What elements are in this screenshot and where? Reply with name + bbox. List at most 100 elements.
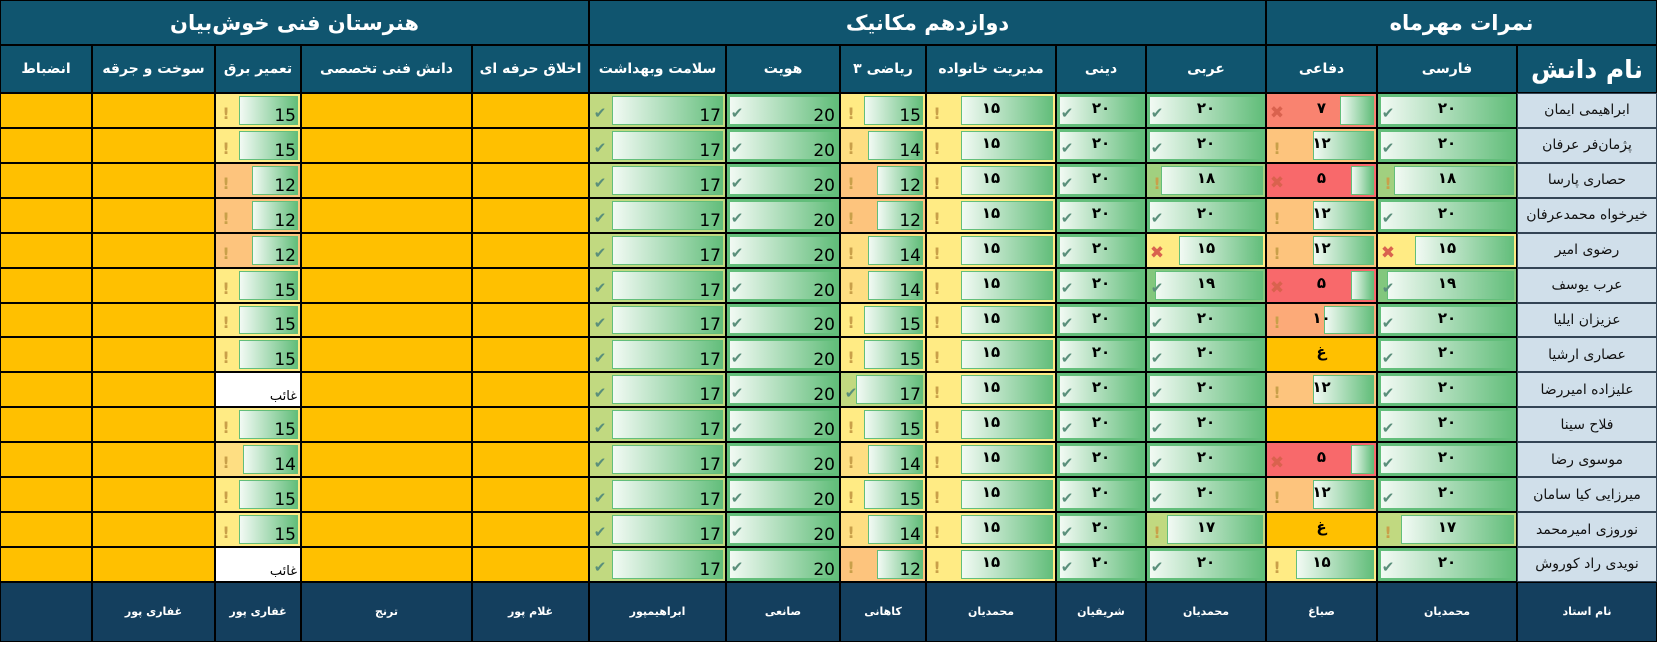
grade-cell[interactable]: ۵ ✖: [1266, 162, 1377, 198]
column-header[interactable]: ریاضی ۳: [840, 45, 926, 93]
grade-cell[interactable]: [301, 546, 472, 582]
column-header[interactable]: انضباط: [0, 45, 92, 93]
student-name[interactable]: عرب یوسف: [1517, 267, 1657, 303]
grade-cell[interactable]: ۱۲!: [1266, 477, 1377, 513]
grade-cell[interactable]: 20 ✔: [726, 267, 840, 303]
grade-cell[interactable]: 17 ✔: [589, 407, 726, 443]
grade-cell[interactable]: [0, 372, 92, 408]
grade-cell[interactable]: 17 ✔: [589, 232, 726, 268]
grade-cell[interactable]: 15!: [215, 267, 301, 303]
grade-cell[interactable]: [301, 407, 472, 443]
column-header[interactable]: اخلاق حرفه ای: [472, 45, 589, 93]
grade-cell[interactable]: ۱۵!: [926, 302, 1056, 338]
grade-cell[interactable]: ۱۵!: [926, 407, 1056, 443]
student-name[interactable]: موسوی رضا: [1517, 442, 1657, 478]
grade-cell[interactable]: [301, 197, 472, 233]
grade-cell[interactable]: [0, 407, 92, 443]
grade-cell[interactable]: 20 ✔: [726, 162, 840, 198]
grade-cell[interactable]: 15!: [840, 337, 926, 373]
grade-cell[interactable]: ۲۰ ✔: [1056, 232, 1146, 268]
grade-cell[interactable]: [301, 477, 472, 513]
grade-cell[interactable]: 12!: [840, 546, 926, 582]
student-name[interactable]: ابراهیمی ایمان: [1517, 93, 1657, 128]
grade-cell[interactable]: [301, 372, 472, 408]
grade-cell[interactable]: [92, 442, 215, 478]
grade-cell[interactable]: 17 ✔: [589, 442, 726, 478]
grade-cell[interactable]: ۱۵!: [926, 197, 1056, 233]
grade-cell[interactable]: [472, 232, 589, 268]
grade-cell[interactable]: ۱۸!: [1146, 162, 1266, 198]
grade-cell[interactable]: 14!: [840, 267, 926, 303]
grade-cell[interactable]: ۵ ✖: [1266, 267, 1377, 303]
grade-cell[interactable]: 17 ✔: [589, 197, 726, 233]
grade-cell[interactable]: ۱۵!: [926, 477, 1056, 513]
grade-cell[interactable]: ۱۰!: [1266, 302, 1377, 338]
grade-cell[interactable]: ۲۰ ✔: [1377, 197, 1517, 233]
grade-cell[interactable]: [92, 93, 215, 128]
grade-cell[interactable]: ۱۵ ✖: [1377, 232, 1517, 268]
grade-cell[interactable]: 20 ✔: [726, 546, 840, 582]
grade-cell[interactable]: ۱۵!: [926, 162, 1056, 198]
grade-cell[interactable]: [92, 477, 215, 513]
grade-cell[interactable]: ۲۰ ✔: [1056, 442, 1146, 478]
grade-cell[interactable]: ۲۰ ✔: [1377, 407, 1517, 443]
grade-cell[interactable]: [0, 477, 92, 513]
grade-cell[interactable]: 15!: [215, 127, 301, 163]
grade-cell[interactable]: ۲۰ ✔: [1377, 302, 1517, 338]
grade-cell[interactable]: [92, 337, 215, 373]
grade-cell[interactable]: ۲۰ ✔: [1377, 127, 1517, 163]
column-header[interactable]: دانش فنی تخصصی: [301, 45, 472, 93]
student-name[interactable]: نوروزی امیرمحمد: [1517, 512, 1657, 547]
grade-cell[interactable]: [92, 512, 215, 547]
grade-cell[interactable]: 20 ✔: [726, 93, 840, 128]
grade-cell[interactable]: ۲۰ ✔: [1377, 546, 1517, 582]
column-header[interactable]: سلامت وبهداشت: [589, 45, 726, 93]
grade-cell[interactable]: ۱۵ ✖: [1146, 232, 1266, 268]
grade-cell[interactable]: ۲۰ ✔: [1377, 477, 1517, 513]
column-header[interactable]: هویت: [726, 45, 840, 93]
grade-cell[interactable]: [301, 127, 472, 163]
grade-cell[interactable]: ۷ ✖: [1266, 93, 1377, 128]
column-header[interactable]: مدیریت خانواده: [926, 45, 1056, 93]
grade-cell[interactable]: [0, 197, 92, 233]
grade-cell[interactable]: [92, 197, 215, 233]
column-header[interactable]: عربی: [1146, 45, 1266, 93]
grade-cell[interactable]: 17 ✔: [589, 337, 726, 373]
student-name[interactable]: نویدی راد کوروش: [1517, 546, 1657, 582]
grade-cell[interactable]: 12!: [840, 162, 926, 198]
grade-cell[interactable]: [92, 407, 215, 443]
student-name[interactable]: علیزاده امیررضا: [1517, 372, 1657, 408]
grade-cell[interactable]: ۲۰ ✔: [1146, 127, 1266, 163]
grade-cell[interactable]: 14!: [840, 512, 926, 547]
grade-cell[interactable]: [0, 93, 92, 128]
grade-cell[interactable]: 17 ✔: [589, 512, 726, 547]
grade-cell[interactable]: 20 ✔: [726, 477, 840, 513]
grade-cell[interactable]: [472, 477, 589, 513]
grade-cell[interactable]: 14!: [215, 442, 301, 478]
grade-cell[interactable]: ۱۷!: [1377, 512, 1517, 547]
grade-cell[interactable]: ۱۵!: [926, 267, 1056, 303]
grade-cell[interactable]: [472, 407, 589, 443]
grade-cell[interactable]: 17 ✔: [589, 162, 726, 198]
grade-cell[interactable]: ۱۵!: [926, 127, 1056, 163]
grade-cell[interactable]: ۲۰ ✔: [1056, 162, 1146, 198]
grade-cell[interactable]: ۲۰ ✔: [1056, 197, 1146, 233]
student-name[interactable]: عزیزان ایلیا: [1517, 302, 1657, 338]
grade-cell[interactable]: 20 ✔: [726, 337, 840, 373]
grade-cell[interactable]: ۱۲!: [1266, 232, 1377, 268]
grade-cell[interactable]: 20 ✔: [726, 512, 840, 547]
grade-cell[interactable]: ۲۰ ✔: [1146, 372, 1266, 408]
grade-cell[interactable]: [301, 267, 472, 303]
grade-cell[interactable]: [472, 197, 589, 233]
grade-cell[interactable]: ۲۰ ✔: [1056, 407, 1146, 443]
grade-cell[interactable]: 20 ✔: [726, 197, 840, 233]
column-header[interactable]: تعمیر برق: [215, 45, 301, 93]
grade-cell[interactable]: ۱۵!: [926, 372, 1056, 408]
grade-cell[interactable]: ۱۵!: [926, 442, 1056, 478]
grade-cell[interactable]: ۱۵!: [1266, 546, 1377, 582]
grade-cell[interactable]: ۱۲!: [1266, 197, 1377, 233]
grade-cell[interactable]: 20 ✔: [726, 372, 840, 408]
grade-cell[interactable]: 17 ✔: [589, 477, 726, 513]
grade-cell[interactable]: 15!: [215, 302, 301, 338]
grade-cell[interactable]: غائب: [215, 372, 301, 408]
